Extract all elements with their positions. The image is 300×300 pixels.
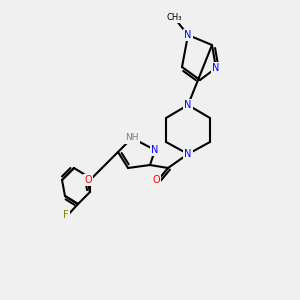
Text: N: N (212, 63, 220, 73)
Text: O: O (152, 175, 160, 185)
Text: CH₃: CH₃ (166, 13, 182, 22)
Text: N: N (184, 100, 192, 110)
Text: O: O (84, 175, 92, 185)
Text: F: F (63, 210, 69, 220)
Text: NH: NH (125, 134, 139, 142)
Text: N: N (151, 145, 159, 155)
Text: N: N (184, 149, 192, 159)
Text: N: N (184, 30, 192, 40)
